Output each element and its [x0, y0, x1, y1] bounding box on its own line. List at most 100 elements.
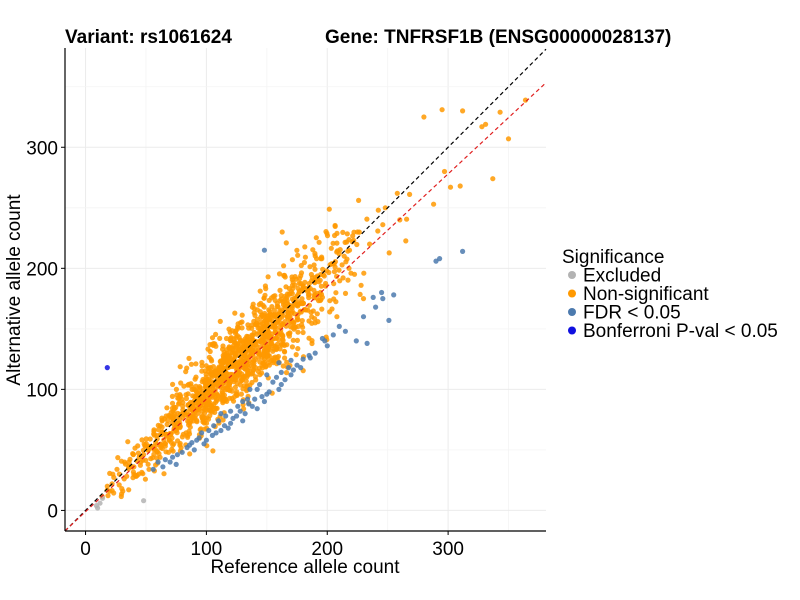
- data-point: [291, 320, 297, 326]
- data-point: [217, 335, 223, 341]
- data-point: [249, 336, 255, 342]
- data-point: [145, 461, 151, 467]
- data-point: [298, 309, 304, 315]
- data-point: [244, 396, 251, 402]
- data-point: [244, 370, 250, 376]
- data-point: [111, 474, 117, 480]
- data-point: [191, 447, 197, 453]
- data-point: [328, 245, 334, 251]
- data-point: [213, 430, 219, 436]
- data-point: [281, 263, 287, 269]
- data-point: [151, 427, 157, 433]
- data-point: [167, 459, 173, 465]
- data-point: [186, 355, 192, 361]
- data-point: [299, 301, 305, 307]
- legend-key: [568, 289, 576, 298]
- data-point: [309, 314, 315, 320]
- data-point: [213, 331, 219, 337]
- data-point: [361, 270, 367, 276]
- data-point: [179, 434, 185, 440]
- data-point: [141, 452, 147, 458]
- data-point: [333, 299, 339, 305]
- data-point: [284, 300, 290, 307]
- data-point: [288, 324, 294, 330]
- data-point: [170, 454, 176, 460]
- data-point: [159, 429, 165, 435]
- data-point: [228, 336, 234, 342]
- data-point: [209, 409, 215, 415]
- data-point: [173, 386, 179, 392]
- data-point: [334, 273, 340, 279]
- legend: Significance ExcludedNon-significantFDR …: [562, 247, 778, 342]
- data-point: [241, 352, 247, 358]
- data-point: [326, 206, 332, 212]
- data-point: [228, 345, 234, 351]
- data-point: [249, 332, 255, 338]
- data-point: [178, 380, 184, 386]
- axes: [64, 48, 546, 532]
- data-point: [159, 418, 165, 424]
- data-point: [212, 368, 218, 374]
- data-point: [331, 269, 337, 275]
- y-tick-label: 100: [26, 380, 58, 401]
- data-point: [104, 483, 110, 489]
- data-point: [240, 418, 246, 424]
- data-point: [183, 430, 189, 436]
- data-point: [276, 271, 283, 277]
- data-point: [169, 420, 175, 426]
- data-point: [287, 330, 293, 336]
- data-point: [262, 283, 268, 289]
- data-point: [232, 350, 238, 356]
- data-point: [253, 341, 259, 348]
- x-tick-label: 300: [432, 539, 464, 560]
- data-point: [191, 402, 197, 408]
- data-point: [394, 190, 400, 196]
- data-point: [169, 400, 176, 406]
- data-point: [312, 253, 318, 259]
- data-point: [460, 108, 466, 114]
- data-point: [251, 310, 257, 316]
- data-point: [151, 431, 157, 437]
- data-point: [300, 283, 306, 289]
- data-point: [207, 342, 213, 348]
- data-point: [274, 303, 280, 309]
- data-point: [177, 393, 184, 399]
- data-point: [345, 277, 351, 283]
- data-point: [263, 321, 270, 327]
- data-point: [227, 329, 233, 335]
- y-tick-label: 200: [26, 259, 58, 280]
- data-point: [375, 228, 381, 234]
- data-point: [201, 441, 207, 447]
- data-point: [118, 493, 124, 500]
- data-point: [283, 370, 290, 376]
- data-point: [309, 340, 315, 347]
- data-point: [232, 384, 238, 390]
- gridlines: [65, 48, 546, 531]
- data-point: [249, 322, 255, 328]
- data-point: [193, 361, 199, 367]
- data-point: [266, 329, 272, 335]
- data-point: [403, 238, 409, 244]
- data-point: [118, 458, 125, 464]
- data-point: [187, 451, 193, 457]
- data-point: [157, 423, 163, 429]
- data-point: [199, 413, 206, 419]
- data-point: [299, 318, 305, 324]
- data-point: [339, 262, 345, 268]
- data-point: [261, 247, 267, 253]
- data-point: [135, 450, 141, 456]
- data-point: [208, 356, 214, 362]
- x-axis-title: Reference allele count: [210, 557, 400, 578]
- data-point: [283, 284, 289, 290]
- data-point: [253, 377, 259, 383]
- data-point: [282, 355, 288, 361]
- data-point: [154, 449, 160, 455]
- data-point: [141, 498, 147, 504]
- data-point: [327, 298, 333, 304]
- data-point: [380, 296, 386, 302]
- data-point: [397, 217, 403, 223]
- data-point: [288, 357, 294, 363]
- data-point: [220, 359, 226, 365]
- data-point: [272, 297, 278, 303]
- data-point: [346, 247, 353, 253]
